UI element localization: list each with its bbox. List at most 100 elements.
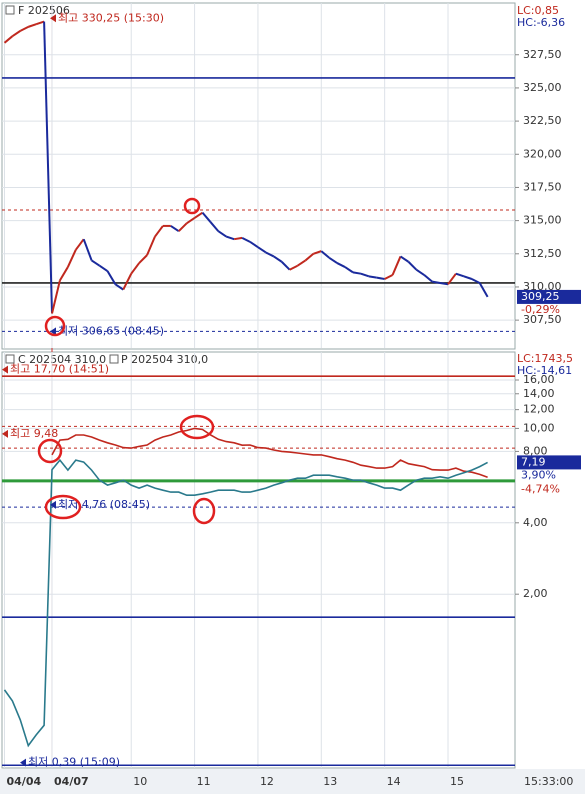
price-segment	[225, 235, 235, 241]
panel-title: F 202506	[18, 4, 70, 17]
price-segment	[51, 280, 61, 314]
price-segment	[27, 23, 37, 28]
price-segment	[146, 236, 156, 256]
bottom-panel	[1, 351, 516, 769]
y-tick-label: 8,00	[523, 444, 548, 457]
top-panel	[1, 2, 516, 350]
y-tick-label: 307,50	[523, 313, 562, 326]
legend-entry: P 202504 310,0	[121, 353, 208, 366]
price-segment	[336, 262, 346, 268]
price-segment	[209, 221, 220, 232]
change-label: -4,74%	[521, 482, 560, 495]
price-segment	[471, 278, 481, 284]
price-segment	[352, 271, 362, 275]
price-segment	[241, 236, 251, 243]
price-segment	[391, 256, 402, 276]
x-tick-label: 13	[323, 775, 337, 788]
price-segment	[43, 21, 54, 314]
time-label: 15:33:00	[524, 775, 573, 788]
change-label: 3,90%	[521, 468, 556, 481]
x-tick-label: 04/04	[7, 775, 42, 788]
annotation-label: 최저 0,39 (15:09)	[28, 756, 120, 769]
price-segment	[289, 264, 298, 271]
annotation-arrow	[50, 327, 56, 336]
x-tick-label: 10	[133, 775, 147, 788]
last-price-label: 7,19	[521, 455, 546, 468]
price-segment	[407, 261, 418, 271]
highlight	[179, 414, 215, 440]
price-segment	[478, 282, 489, 298]
price-segment	[328, 256, 338, 264]
price-segment	[265, 251, 275, 258]
annotation-label: 최저 306,65 (08:45)	[58, 324, 164, 337]
x-tick-label: 15	[450, 775, 464, 788]
last-price-box	[517, 455, 581, 470]
price-segment	[234, 236, 243, 241]
hc-label: HC:-6,36	[517, 16, 565, 29]
price-segment	[296, 259, 307, 267]
price-segment	[154, 225, 164, 238]
price-segment	[384, 274, 394, 280]
x-tick-label: 11	[197, 775, 211, 788]
price-segment	[138, 254, 148, 264]
y-tick-label: 10,00	[523, 421, 555, 434]
y-tick-label: 325,00	[523, 81, 562, 94]
price-segment	[74, 238, 85, 251]
price-segment	[455, 272, 465, 278]
price-segment	[313, 250, 322, 255]
hc-label: HC:-14,61	[517, 364, 572, 377]
highlight	[192, 497, 216, 525]
price-segment	[130, 262, 140, 275]
x-tick-label: 14	[387, 775, 401, 788]
annotation-arrow	[20, 758, 26, 767]
price-segment	[82, 238, 93, 261]
price-segment	[304, 253, 315, 262]
annotation-arrow	[2, 365, 8, 374]
price-segment	[415, 268, 425, 276]
x-tick-label: 04/07	[54, 775, 89, 788]
change-label: -0,29%	[521, 303, 560, 316]
price-segment	[122, 273, 133, 291]
price-segment	[368, 275, 377, 279]
series-line	[3, 458, 488, 748]
price-segment	[249, 241, 259, 248]
price-segment	[217, 230, 227, 238]
price-segment	[360, 272, 370, 278]
price-segment	[66, 249, 77, 268]
price-segment	[280, 261, 291, 271]
x-axis-band	[0, 769, 585, 794]
highlight	[37, 438, 63, 464]
price-segment	[423, 274, 433, 283]
price-segment	[399, 255, 409, 263]
legend-box	[5, 354, 15, 364]
annotation-label: 최고 330,25 (15:30)	[58, 11, 164, 24]
price-segment	[91, 259, 101, 267]
highlight-circles	[37, 197, 216, 525]
y-tick-label: 322,50	[523, 114, 562, 127]
y-tick-label: 312,50	[523, 247, 562, 260]
annotation-arrow	[2, 429, 8, 438]
price-segment	[432, 280, 441, 284]
price-segment	[178, 222, 188, 232]
y-tick-label: 16,00	[523, 373, 555, 386]
price-segment	[257, 246, 267, 254]
annotation-arrow	[50, 14, 56, 23]
price-segment	[3, 35, 14, 44]
annotation-label: 최고 17,70 (14:51)	[10, 363, 109, 376]
price-segment	[98, 264, 109, 272]
y-tick-label: 12,00	[523, 403, 555, 416]
last-price-box	[517, 289, 581, 304]
highlight	[183, 197, 201, 215]
price-segment	[11, 30, 21, 38]
annotation-arrow	[50, 500, 56, 509]
lc-label: LC:1743,5	[517, 352, 573, 365]
legend-entry: C 202504 310,0	[18, 353, 106, 366]
legend-box	[109, 354, 119, 364]
price-segment	[439, 281, 449, 286]
price-segment	[114, 283, 124, 291]
highlight	[44, 494, 82, 520]
y-tick-label: 2,00	[523, 587, 548, 600]
y-tick-label: 317,50	[523, 180, 562, 193]
y-tick-label: 320,00	[523, 147, 562, 160]
